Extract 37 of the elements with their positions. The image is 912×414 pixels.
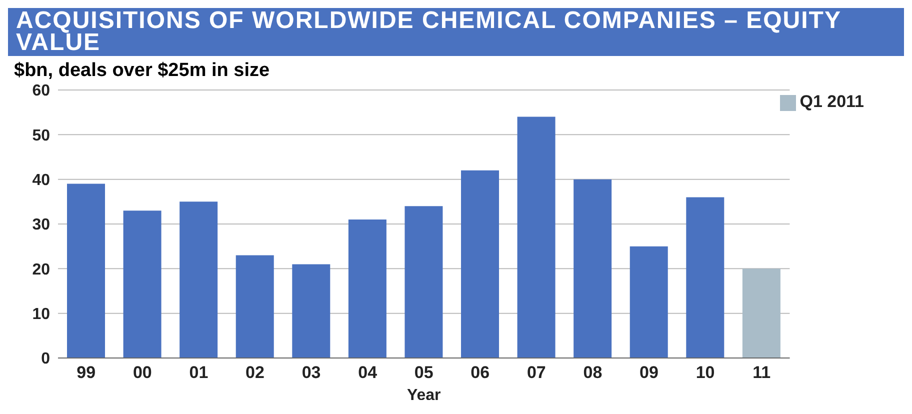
y-tick-label: 60 bbox=[32, 82, 50, 100]
bar bbox=[686, 197, 724, 358]
x-tick-label: 06 bbox=[470, 363, 490, 382]
x-tick-label: 09 bbox=[640, 363, 658, 382]
y-tick-label: 50 bbox=[32, 127, 50, 144]
x-tick-label: 07 bbox=[526, 363, 546, 382]
bar bbox=[461, 170, 500, 358]
x-axis-title: Year bbox=[406, 387, 441, 404]
bar bbox=[574, 179, 612, 358]
bar bbox=[742, 268, 780, 358]
bar bbox=[348, 220, 386, 358]
chart-title: ACQUISITIONS OF WORLDWIDE CHEMICAL COMPANIES – EQUITY VALUE bbox=[8, 7, 904, 56]
x-tick-label: 04 bbox=[358, 363, 378, 382]
y-tick-label: 30 bbox=[32, 216, 50, 234]
x-tick-label: 01 bbox=[189, 363, 208, 382]
bar bbox=[404, 206, 443, 358]
x-tick-label: 10 bbox=[696, 363, 715, 382]
legend-label: Q1 2011 bbox=[800, 92, 864, 111]
bar bbox=[180, 202, 218, 358]
x-tick-label: 05 bbox=[414, 363, 434, 382]
y-tick-label: 0 bbox=[41, 350, 50, 368]
y-tick-label: 40 bbox=[32, 172, 50, 190]
y-tick-label: 10 bbox=[32, 306, 50, 324]
x-tick-label: 02 bbox=[246, 363, 264, 382]
y-tick-label: 20 bbox=[32, 261, 50, 278]
bar bbox=[123, 210, 162, 358]
x-tick-label: 00 bbox=[132, 363, 152, 382]
bar bbox=[292, 264, 330, 358]
x-tick-label: 11 bbox=[752, 363, 771, 382]
bar bbox=[67, 184, 106, 358]
bar bbox=[630, 246, 668, 358]
bar bbox=[517, 116, 556, 358]
bar bbox=[236, 255, 274, 358]
x-tick-label: 03 bbox=[302, 363, 321, 382]
x-tick-label: 08 bbox=[583, 363, 602, 382]
x-tick-label: 99 bbox=[76, 363, 96, 382]
chart-subtitle: $bn, deals over $25m in size bbox=[13, 59, 271, 82]
